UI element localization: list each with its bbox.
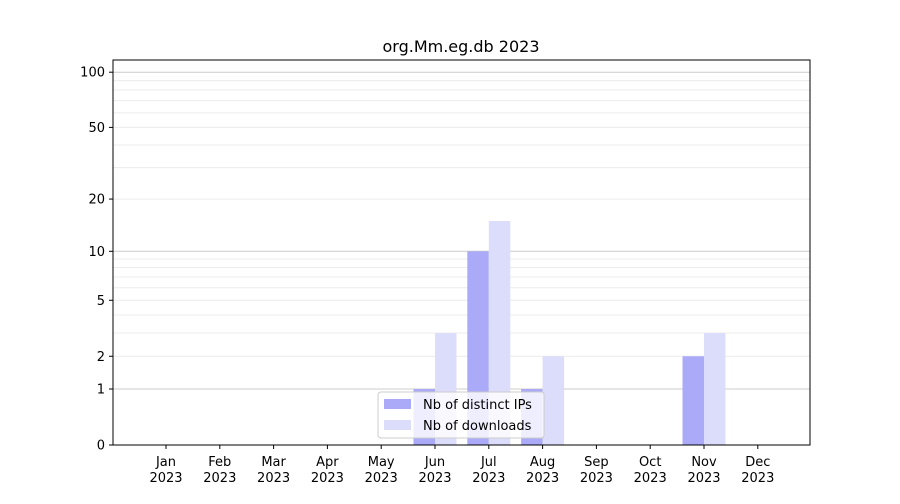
x-tick-label-year: 2023 [203,471,236,486]
x-tick-label-year: 2023 [634,471,667,486]
x-tick-label-year: 2023 [741,471,774,486]
y-tick-label: 5 [97,294,105,309]
x-tick-label: Jul [480,455,497,470]
x-tick-label-year: 2023 [418,471,451,486]
legend-label: Nb of distinct IPs [423,398,532,413]
x-tick-label: Aug [530,455,555,470]
y-tick-label: 2 [97,350,105,365]
bar-distinct-ips [682,356,704,445]
x-tick-label-year: 2023 [311,471,344,486]
legend-swatch [384,399,411,409]
y-tick-label: 0 [97,439,105,454]
x-tick-label: Dec [745,455,770,470]
bar-downloads [704,333,726,445]
x-tick-label-year: 2023 [257,471,290,486]
x-tick-label: May [368,455,395,470]
bar-downloads [542,356,565,445]
plot-frame [112,59,811,446]
x-tick-label: Jun [424,455,445,470]
x-tick-label-year: 2023 [526,471,559,486]
x-tick-label: Sep [584,455,609,470]
x-tick-label: Apr [316,455,339,470]
x-tick-label-year: 2023 [149,471,182,486]
x-tick-label: Oct [639,455,661,470]
y-tick-label: 100 [80,66,105,81]
x-tick-label-year: 2023 [365,471,398,486]
y-tick-label: 10 [88,245,105,260]
x-tick-label: Mar [261,455,286,470]
x-tick-label: Jan [155,455,176,470]
x-tick-label-year: 2023 [472,471,505,486]
x-tick-label-year: 2023 [580,471,613,486]
x-tick-label-year: 2023 [687,471,720,486]
legend-label: Nb of downloads [423,419,532,434]
x-tick-label: Feb [208,455,231,470]
legend: Nb of distinct IPs Nb of downloads [377,391,545,439]
y-tick-label: 1 [97,383,105,398]
legend-box [377,391,545,439]
y-tick-label: 50 [88,121,105,136]
legend-swatch [384,420,411,430]
chart-title: org.Mm.eg.db 2023 [382,37,539,56]
y-tick-label: 20 [88,193,105,208]
x-tick-label: Nov [691,455,717,470]
bar-downloads [488,221,511,445]
